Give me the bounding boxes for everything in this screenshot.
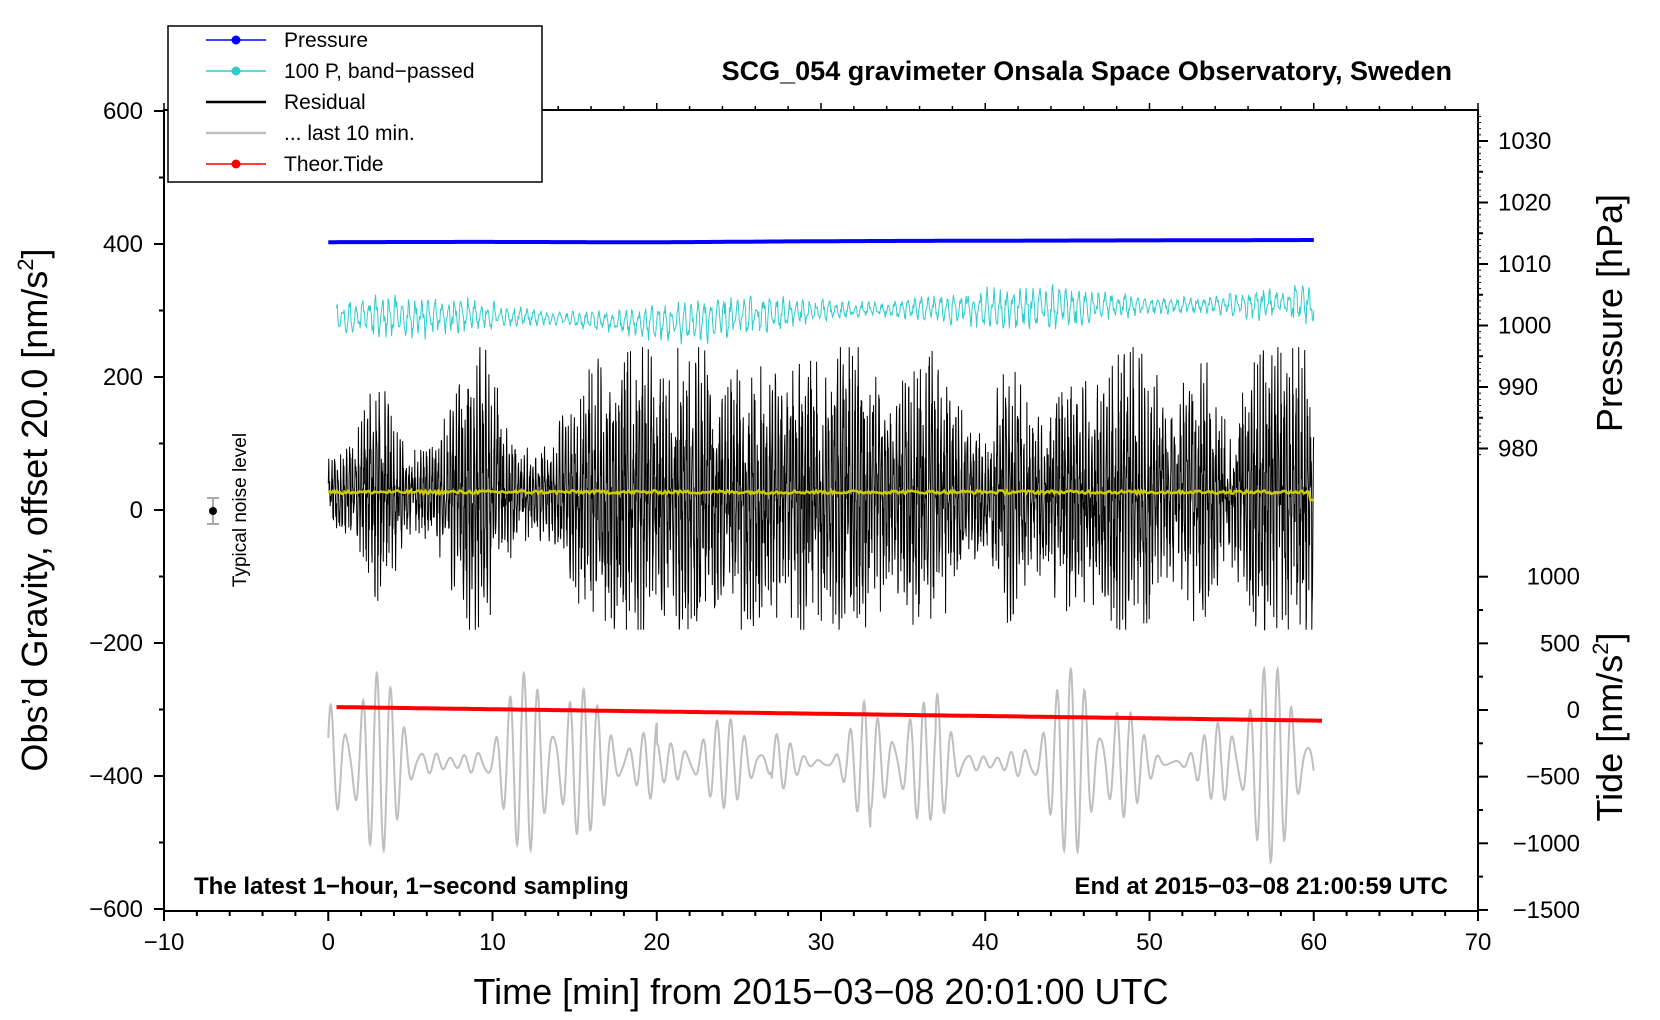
tide-axis-title: Tide [nm/s2]	[1588, 633, 1630, 822]
x-tick-label: 40	[972, 929, 999, 956]
x-tick-label: −10	[144, 929, 185, 956]
pressure-axis-title: Pressure [hPa]	[1589, 194, 1630, 432]
bottom-right-note: End at 2015−03−08 21:00:59 UTC	[1074, 873, 1448, 900]
legend-label: ... last 10 min.	[284, 122, 415, 145]
y-tick-label-left: −400	[89, 763, 143, 790]
pressure-tick-label: 1000	[1498, 313, 1551, 340]
x-tick-label: 70	[1465, 929, 1492, 956]
legend-marker	[231, 35, 241, 45]
tide-tick-label: −1000	[1513, 830, 1580, 857]
x-tick-label: 10	[479, 929, 506, 956]
pressure-tick-label: 1030	[1498, 128, 1551, 155]
series-pressure	[328, 238, 1314, 245]
axes-layer: −10 0 10 20 30 40 50 60 706004002000−200−400−600…	[89, 98, 1580, 956]
tide-tick-label: 0	[1567, 697, 1580, 724]
x-tick-label: 50	[1136, 929, 1163, 956]
series-theor-tide	[336, 705, 1323, 723]
x-tick-label: 0	[322, 929, 335, 956]
pressure-tick-label: 1020	[1498, 190, 1551, 217]
y-tick-label-left: 0	[130, 497, 143, 524]
legend-label: Pressure	[284, 29, 368, 52]
y-tick-label-left: 400	[103, 231, 143, 258]
noise-level-indicator: Typical noise level	[207, 433, 251, 587]
series-last-10-min	[327, 665, 1315, 866]
series-residual-mean	[327, 487, 1314, 502]
y-tick-label-left: −200	[89, 630, 143, 657]
x-tick-label: 20	[643, 929, 670, 956]
x-tick-label: 30	[808, 929, 835, 956]
tide-tick-label: −500	[1526, 764, 1580, 791]
tide-tick-label: 500	[1540, 630, 1580, 657]
y-axis-title-left-main: Obs’d Gravity, offset 20.0 [nm/s	[14, 271, 55, 772]
legend-marker	[231, 66, 241, 76]
pressure-tick-label: 1010	[1498, 251, 1551, 278]
x-axis-title: Time [min] from 2015−03−08 20:01:00 UTC	[473, 971, 1168, 1012]
tide-tick-label: −1500	[1513, 897, 1580, 924]
y-tick-label-left: 200	[103, 364, 143, 391]
legend-marker	[231, 159, 241, 169]
y-axis-title-left-end: ]	[14, 248, 55, 258]
legend-label: Residual	[284, 91, 366, 114]
noise-label: Typical noise level	[230, 433, 251, 587]
legend: Pressure 100 P, band−passed Residual ... la…	[167, 25, 543, 183]
legend-box	[167, 25, 543, 183]
noise-point	[209, 507, 217, 515]
y-axis-title-left: Obs’d Gravity, offset 20.0 [nm/s2]	[13, 248, 55, 771]
series-100p-band-passed	[336, 284, 1315, 345]
tide-axis-title-sup: 2	[1588, 643, 1613, 655]
bottom-left-note: The latest 1−hour, 1−second sampling	[194, 873, 629, 900]
pressure-tick-label: 980	[1498, 436, 1538, 463]
y-tick-label-left: 600	[103, 98, 143, 125]
series-residual	[327, 347, 1315, 631]
x-tick-label: 60	[1300, 929, 1327, 956]
legend-label: 100 P, band−passed	[284, 60, 475, 83]
data-layer	[327, 238, 1323, 866]
tide-axis-title-main: Tide [nm/s	[1589, 655, 1630, 822]
legend-label: Theor.Tide	[284, 153, 384, 176]
tide-tick-label: 1000	[1527, 564, 1580, 591]
y-tick-label-left: −600	[89, 896, 143, 923]
y-axis-title-left-sup: 2	[13, 258, 38, 270]
pressure-tick-label: 990	[1498, 374, 1538, 401]
tide-axis-title-end: ]	[1589, 633, 1630, 643]
chart-title: SCG_054 gravimeter Onsala Space Observat…	[722, 56, 1452, 86]
